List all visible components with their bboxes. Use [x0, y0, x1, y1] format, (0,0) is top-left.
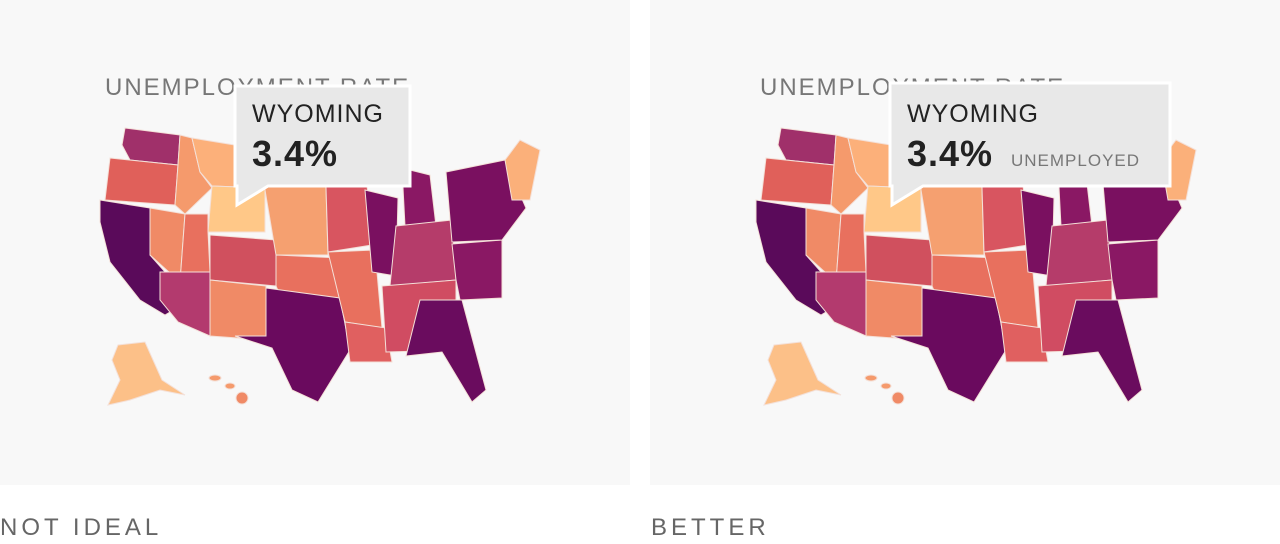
tooltip — [233, 84, 412, 208]
tooltip-state: WYOMING — [252, 100, 384, 128]
tooltip-value: 3.4% — [907, 133, 993, 174]
caption: BETTER — [651, 514, 770, 541]
tooltip-state: WYOMING — [907, 100, 1039, 128]
tooltip-value: 3.4% — [252, 133, 338, 174]
caption: NOT IDEAL — [0, 514, 162, 541]
tooltip-unit: UNEMPLOYED — [1011, 151, 1140, 170]
tooltip — [888, 81, 1172, 208]
